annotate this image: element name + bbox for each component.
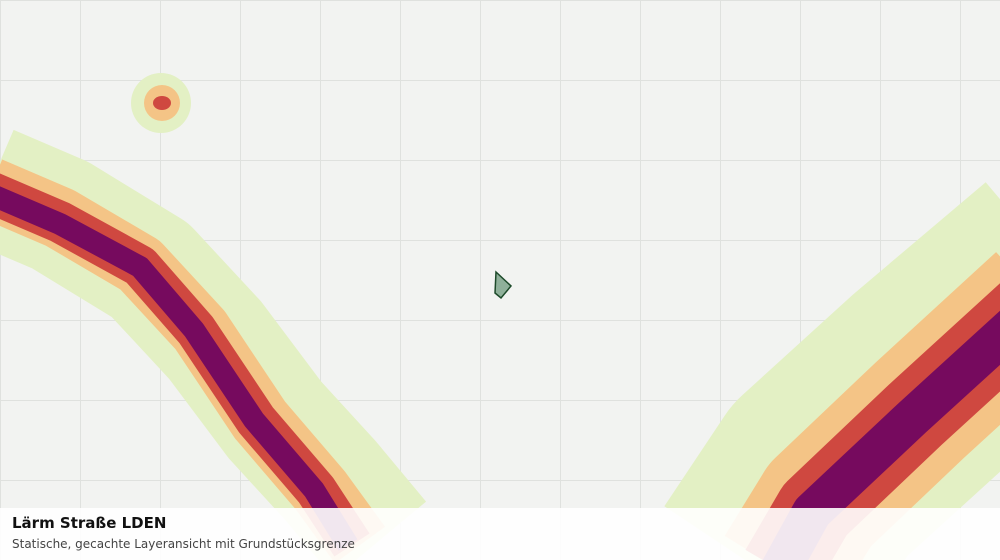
layer-title: Lärm Straße LDEN	[12, 514, 167, 532]
parcel-boundary[interactable]	[494, 270, 513, 300]
noise-band-70	[0, 186, 358, 551]
noise-left-road	[0, 129, 427, 560]
layer-subtitle: Statische, gecachte Layeransicht mit Gru…	[12, 537, 355, 551]
layer-caption: Lärm Straße LDEN Statische, gecachte Lay…	[0, 508, 1000, 560]
noise-band-65	[153, 96, 171, 110]
noise-point-source	[131, 73, 191, 133]
